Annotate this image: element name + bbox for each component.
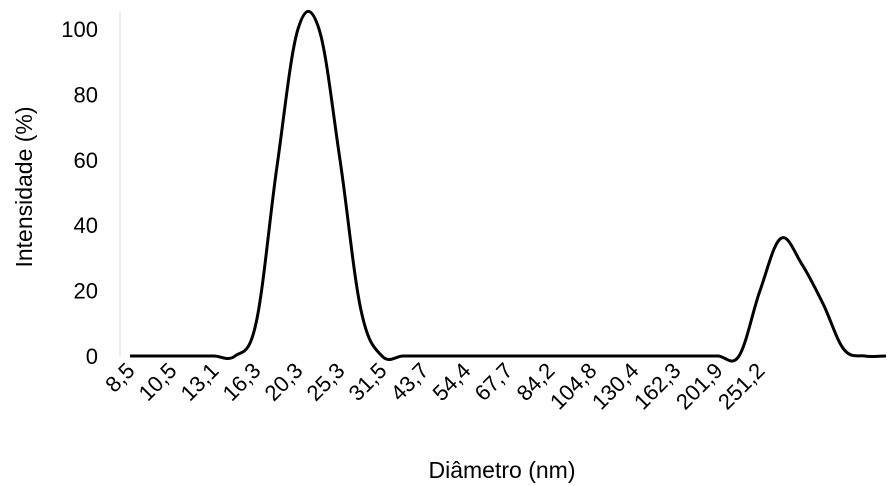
x-tick-label: 162,3 xyxy=(629,358,686,415)
series-group xyxy=(130,9,887,363)
x-tick-label: 8,5 xyxy=(100,358,139,397)
x-tick-label: 130,4 xyxy=(587,358,644,415)
y-tick-label: 0 xyxy=(86,344,98,369)
x-axis-title: Diâmetro (nm) xyxy=(429,457,576,483)
x-tick-label: 31,5 xyxy=(344,358,392,406)
x-tick-label: 54,4 xyxy=(428,358,476,406)
y-tick-label: 40 xyxy=(74,213,98,238)
series-line xyxy=(130,9,887,363)
y-axis: 0 20 40 60 80 100 xyxy=(61,12,121,369)
y-axis-title: Intensidade (%) xyxy=(11,106,37,267)
x-tick-label: 10,5 xyxy=(134,358,182,406)
x-tick-label: 16,3 xyxy=(218,358,266,406)
y-tick-label: 100 xyxy=(61,17,98,42)
x-tick-label: 67,7 xyxy=(470,358,518,406)
x-tick-label: 25,3 xyxy=(302,358,350,406)
y-tick-label: 20 xyxy=(74,279,98,304)
x-tick-label: 20,3 xyxy=(260,358,308,406)
x-axis: 8,510,513,116,320,325,331,543,754,467,78… xyxy=(100,358,769,415)
x-tick-label: 13,1 xyxy=(176,358,224,406)
x-tick-label: 201,9 xyxy=(671,358,728,415)
y-tick-label: 60 xyxy=(74,148,98,173)
x-tick-label: 43,7 xyxy=(386,358,434,406)
y-tick-label: 80 xyxy=(74,82,98,107)
x-tick-label: 104,8 xyxy=(545,358,602,415)
x-tick-label: 251,2 xyxy=(713,358,770,415)
